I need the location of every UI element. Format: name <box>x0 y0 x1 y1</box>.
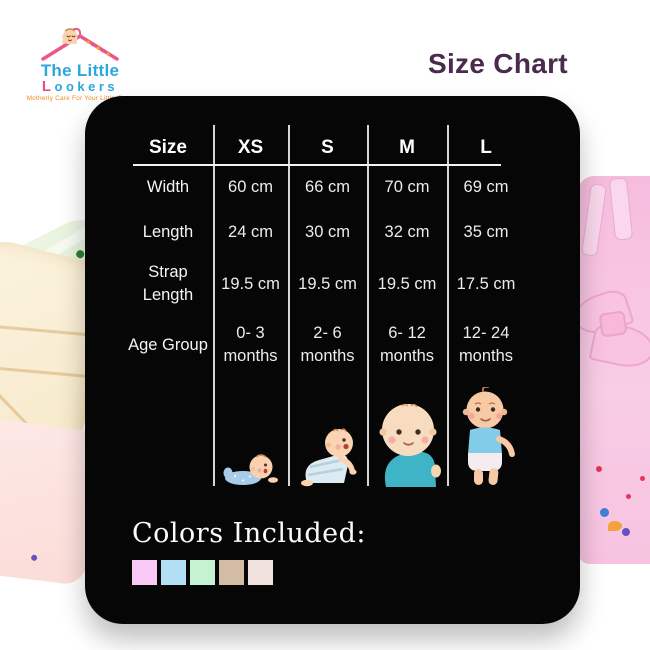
baby-sitting-icon <box>379 403 441 487</box>
row-label: Strap Length <box>142 263 194 304</box>
paint-splatter <box>596 466 602 472</box>
paint-splatter <box>608 521 622 531</box>
bag-strap <box>581 183 607 257</box>
row-label: Age Group <box>128 335 208 354</box>
paint-splatter <box>600 508 609 517</box>
bag-bow-knot <box>598 310 628 338</box>
value-cell: 32 cm <box>384 222 430 241</box>
value-cell: 6- 12 months <box>379 324 435 365</box>
column-divider <box>213 125 215 486</box>
column-header-l: L <box>480 136 492 158</box>
value-cell: 70 cm <box>384 177 430 196</box>
color-swatches <box>132 560 273 585</box>
column-header-size: Size <box>148 136 188 158</box>
paint-splatter <box>622 528 630 536</box>
table-row-length: Length 24 cm 30 cm 32 cm 35 cm <box>85 218 525 246</box>
value-cell: 2- 6 months <box>300 324 355 365</box>
value-cell: 30 cm <box>305 222 350 241</box>
value-cell: 19.5 cm <box>298 274 357 293</box>
baby-standing-icon <box>462 387 515 486</box>
swatch-pink <box>132 560 157 585</box>
column-divider <box>288 125 290 486</box>
value-cell: 19.5 cm <box>377 274 437 293</box>
baby-illustrations-row <box>85 385 525 487</box>
table-header-row: Size XS S M L <box>85 133 525 161</box>
size-chart-card: Size XS S M L Width 60 cm 66 cm 70 cm 69… <box>85 96 580 624</box>
baby-crawling-icon <box>300 428 357 487</box>
brand-tagline: Motherly Care For Your Little Ones <box>26 95 134 102</box>
brand-name-line2: Lookers <box>24 79 136 94</box>
swatch-light-blue <box>161 560 186 585</box>
row-label: Length <box>142 222 194 241</box>
paint-splatter <box>626 494 631 499</box>
table-row-age-group: Age Group 0- 3 months 2- 6 months 6- 12 … <box>85 317 525 373</box>
column-divider <box>367 125 369 486</box>
swatch-cream <box>248 560 273 585</box>
baby-lying-icon <box>223 454 278 485</box>
row-label: Width <box>146 177 190 196</box>
paint-splatter <box>640 476 645 481</box>
brand-initial: L <box>41 78 55 95</box>
brand-name-line1: The Little <box>40 61 120 80</box>
fabric-seam <box>0 323 94 337</box>
page-title: Size Chart <box>428 48 568 79</box>
swatch-mint <box>190 560 215 585</box>
hanger-baby-icon <box>41 27 119 61</box>
value-cell: 60 cm <box>228 177 273 196</box>
value-cell: 66 cm <box>305 177 350 196</box>
bag-strap <box>608 177 634 241</box>
header-underline <box>133 164 501 166</box>
brand-rest: ookers <box>54 79 119 94</box>
value-cell: 19.5 cm <box>221 274 280 293</box>
table-row-strap-length: Strap Length 19.5 cm 19.5 cm 19.5 cm 17.… <box>85 256 525 312</box>
colors-included-label: Colors Included: <box>132 518 366 549</box>
table-row-width: Width 60 cm 66 cm 70 cm 69 cm <box>85 173 525 201</box>
swatch-tan <box>219 560 244 585</box>
value-cell: 17.5 cm <box>456 274 516 293</box>
column-divider <box>447 125 449 486</box>
brand-logo: The Little Lookers Motherly Care For You… <box>24 26 136 103</box>
value-cell: 0- 3 months <box>223 324 278 365</box>
pink-baby-bag-photo <box>569 176 650 564</box>
column-header-m: M <box>399 136 415 158</box>
value-cell: 12- 24 months <box>458 324 514 365</box>
print-speck <box>30 554 38 562</box>
value-cell: 24 cm <box>228 222 273 241</box>
value-cell: 69 cm <box>463 177 509 196</box>
column-header-s: S <box>321 136 334 158</box>
value-cell: 35 cm <box>463 222 509 241</box>
column-header-xs: XS <box>237 136 264 158</box>
fabric-seam <box>0 363 86 378</box>
